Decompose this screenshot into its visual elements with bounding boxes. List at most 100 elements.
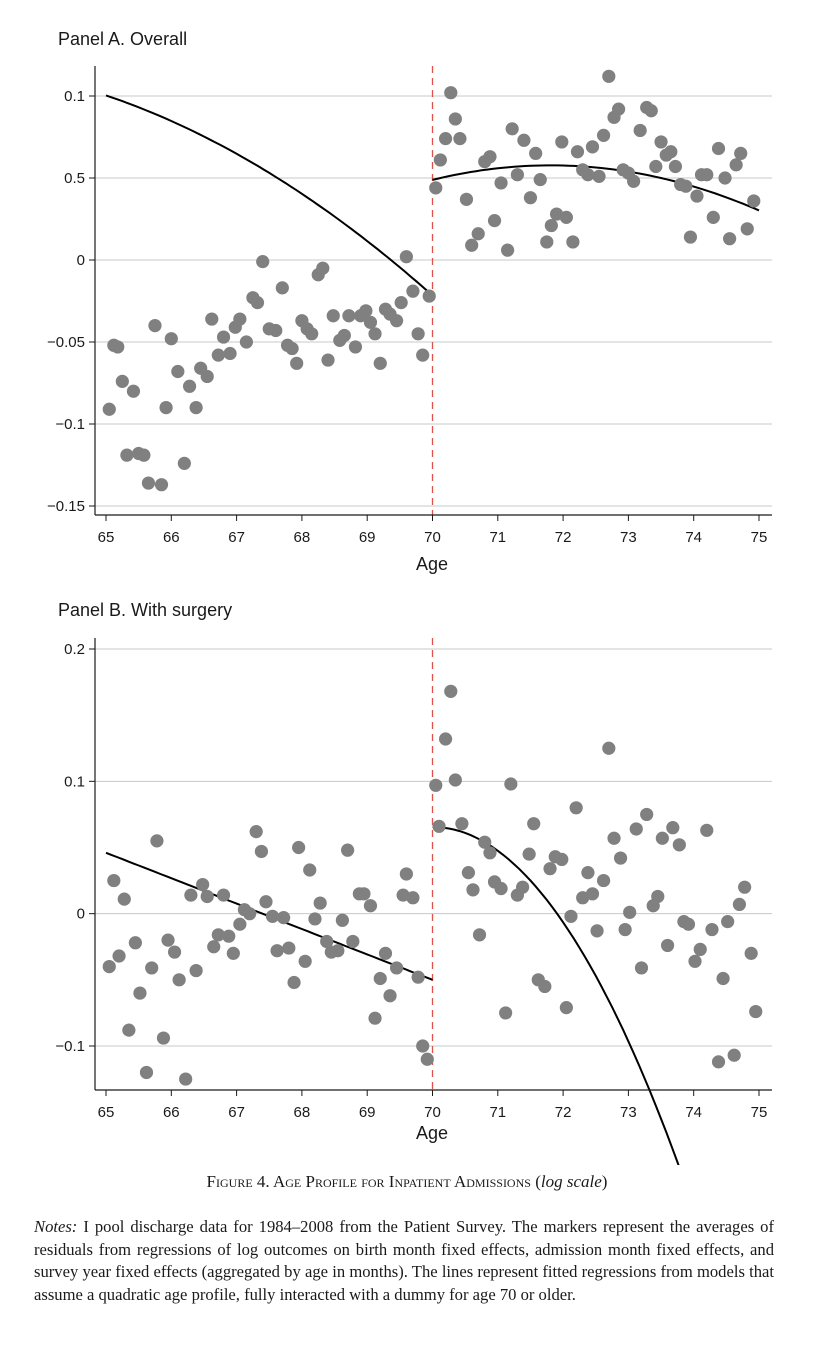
data-point: [510, 168, 524, 182]
data-point: [184, 888, 198, 902]
data-point: [612, 102, 626, 116]
data-point: [627, 174, 641, 188]
data-point: [133, 986, 147, 1000]
data-point: [688, 954, 702, 968]
panel-a-gridlines: [95, 95, 772, 507]
figure-caption-label: Figure 4. Age Profile for Inpatient Admi…: [206, 1172, 531, 1191]
data-point: [734, 146, 748, 160]
data-point: [399, 250, 413, 264]
data-point: [164, 332, 178, 346]
data-point: [559, 1001, 573, 1015]
data-point: [249, 825, 263, 839]
x-tick-label: 74: [685, 529, 702, 546]
x-tick-label: 72: [555, 1104, 572, 1121]
data-point: [740, 222, 754, 236]
data-point: [167, 945, 182, 959]
x-tick-label: 66: [163, 529, 180, 546]
data-point: [363, 315, 378, 329]
data-point: [564, 909, 578, 923]
y-tick-label: −0.15: [47, 498, 85, 515]
data-point: [172, 973, 186, 987]
y-tick-label: −0.1: [55, 416, 85, 433]
notes-text: I pool discharge data for 1984–2008 from…: [34, 1217, 774, 1304]
data-point: [154, 478, 169, 492]
data-point: [744, 946, 758, 960]
panel-a-fit-lines: [105, 94, 760, 297]
data-point: [596, 873, 611, 888]
data-point: [581, 168, 595, 182]
data-point: [711, 141, 726, 156]
data-point: [732, 897, 747, 912]
data-point: [472, 928, 487, 942]
data-point: [461, 866, 476, 880]
data-point: [254, 844, 269, 859]
data-point: [115, 374, 129, 388]
data-point: [399, 867, 413, 881]
data-point: [137, 448, 151, 462]
data-point: [223, 346, 237, 361]
data-point: [373, 971, 387, 986]
x-tick-label: 70: [424, 1104, 441, 1121]
data-point: [182, 379, 197, 393]
data-point: [459, 192, 474, 206]
data-point: [196, 877, 210, 892]
data-point: [363, 899, 378, 913]
data-point: [655, 831, 669, 845]
data-point: [357, 887, 371, 901]
data-point: [389, 961, 404, 975]
data-point: [373, 356, 387, 370]
x-tick-label: 69: [359, 1104, 376, 1121]
data-point: [211, 928, 225, 942]
panel-b-axes: [94, 638, 772, 1091]
x-tick-label: 74: [685, 1104, 702, 1121]
data-point: [411, 327, 425, 341]
x-tick-label: 71: [489, 529, 506, 546]
data-point: [277, 911, 291, 925]
y-tick-label: 0.1: [64, 88, 85, 105]
data-point: [200, 369, 214, 384]
data-point: [411, 970, 425, 984]
panel-a-x-ticks: 65 66 67 68 69 70 71 72 73 74 75: [98, 515, 768, 546]
data-point: [522, 847, 536, 861]
data-point: [243, 907, 257, 921]
data-point: [348, 340, 363, 354]
data-point: [569, 801, 583, 815]
x-tick-label: 75: [751, 529, 768, 546]
data-point: [570, 145, 585, 159]
data-point: [275, 281, 289, 295]
data-point: [337, 328, 351, 343]
data-point: [429, 778, 443, 792]
data-point: [139, 1065, 154, 1080]
data-point: [523, 191, 538, 205]
data-point: [540, 235, 554, 249]
data-point: [285, 341, 299, 356]
x-tick-label: 70: [424, 529, 441, 546]
data-point: [111, 340, 125, 354]
x-tick-label: 65: [98, 529, 115, 546]
data-point: [406, 891, 420, 905]
y-tick-label: 0: [77, 252, 85, 269]
data-point: [483, 150, 497, 164]
data-point: [216, 888, 231, 902]
data-point: [313, 896, 327, 910]
data-point: [359, 304, 373, 318]
data-point: [690, 189, 704, 203]
data-point: [205, 312, 219, 326]
data-point: [189, 401, 203, 415]
panel-a-title: Panel A. Overall: [58, 29, 187, 49]
data-point: [321, 353, 335, 367]
data-point: [640, 807, 654, 822]
data-point: [148, 319, 162, 333]
x-tick-label: 72: [555, 529, 572, 546]
x-tick-label: 65: [98, 1104, 115, 1121]
data-point: [494, 881, 508, 896]
data-point: [422, 289, 436, 303]
data-point: [270, 944, 284, 958]
data-point: [623, 905, 637, 919]
data-point: [207, 940, 221, 954]
data-point: [298, 954, 312, 968]
y-tick-label: 0.5: [64, 170, 85, 187]
data-point: [478, 835, 492, 849]
data-point: [432, 819, 446, 833]
data-point: [721, 915, 735, 929]
